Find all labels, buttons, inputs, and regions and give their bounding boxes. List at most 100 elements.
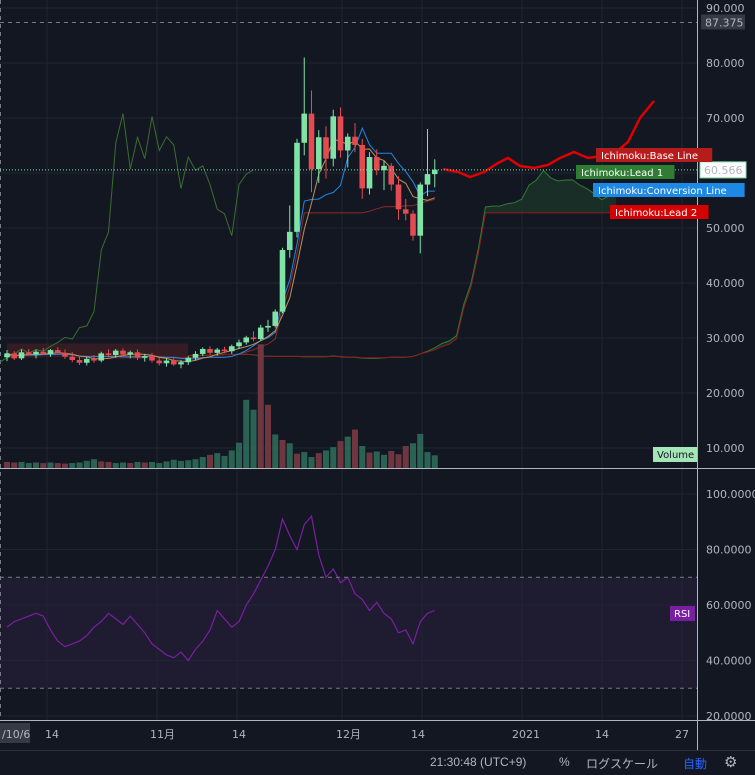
candle-body: [286, 231, 293, 250]
candle-body: [199, 349, 206, 354]
chart-canvas[interactable]: 90.00080.00070.00060.00050.00040.00030.0…: [0, 0, 755, 750]
candle-body: [112, 350, 119, 356]
candle-body: [301, 113, 308, 143]
rsi-tick-label: 60.0000: [706, 599, 752, 612]
legend-label: Ichimoku:Lead 1: [581, 168, 663, 179]
candle-body: [11, 353, 18, 359]
volume-bar: [330, 447, 337, 468]
candle-body: [62, 352, 68, 357]
price-tick-label: 20.000: [706, 387, 745, 400]
rsi-tick-label: 100.0000: [706, 488, 755, 501]
volume-bar: [315, 453, 322, 468]
volume-bar: [62, 463, 68, 468]
rsi-tick-label: 40.0000: [706, 655, 752, 668]
candle-body: [352, 136, 358, 145]
time-tick-label: 14: [45, 728, 59, 741]
volume-bar: [228, 450, 235, 468]
volume-bar: [76, 462, 83, 468]
volume-bar: [431, 455, 438, 468]
legend-tag-3: [610, 205, 709, 219]
volume-bar: [265, 404, 271, 468]
volume-bar: [352, 429, 358, 468]
volume-bar: [185, 460, 192, 468]
candle-body: [323, 137, 329, 159]
volume-bar: [91, 459, 97, 468]
time-tick-label: 14: [411, 728, 425, 741]
candle-body: [163, 360, 170, 364]
ichimoku-lagging-line: [0, 113, 254, 363]
candle-body: [214, 349, 221, 353]
volume-bar: [257, 344, 264, 468]
rsi-band-fill: [0, 577, 697, 689]
volume-bar: [54, 463, 61, 468]
candle-body: [388, 165, 395, 185]
legend-label: Ichimoku:Lead 2: [615, 208, 697, 219]
candle-body: [141, 356, 148, 358]
gear-icon[interactable]: ⚙: [724, 754, 738, 771]
candle-body: [344, 136, 351, 151]
volume-label: Volume: [657, 450, 694, 461]
ichimoku-cloud: [188, 170, 617, 359]
volume-bar: [221, 455, 228, 468]
volume-bar: [163, 461, 170, 468]
volume-bar: [192, 459, 199, 468]
volume-bar: [344, 436, 351, 468]
candle-body: [366, 157, 373, 189]
volume-bar: [4, 461, 10, 468]
volume-bar: [395, 454, 402, 468]
candle-body: [98, 353, 105, 361]
candle-body: [381, 165, 387, 171]
candle-body: [272, 311, 279, 326]
volume-bar: [156, 463, 163, 468]
candle-body: [330, 116, 337, 159]
volume-bar: [199, 457, 206, 468]
time-tick-label: 14: [232, 728, 246, 741]
volume-bar: [286, 443, 293, 468]
time-readout: 21:30:48 (UTC+9): [430, 755, 527, 769]
volume-bar: [373, 451, 380, 468]
legend-tag-1: [576, 165, 675, 179]
volume-bar: [127, 463, 134, 468]
volume-bar: [308, 457, 315, 468]
volume-bar: [410, 443, 416, 468]
volume-bar: [170, 459, 177, 468]
candle-body: [359, 144, 366, 189]
volume-bar: [417, 433, 424, 468]
candle-body: [91, 358, 97, 361]
volume-bar: [294, 453, 300, 468]
candle-body: [228, 346, 235, 352]
candle-body: [40, 351, 47, 354]
candle-body: [178, 362, 184, 365]
candle-body: [127, 352, 134, 355]
volume-bar: [33, 462, 39, 468]
volume-bar: [120, 462, 126, 468]
volume-bar: [337, 441, 344, 468]
candle-body: [156, 360, 163, 364]
candle-body: [410, 213, 416, 236]
candle-body: [243, 337, 250, 343]
candle-body: [236, 342, 242, 347]
volume-bar: [47, 462, 54, 468]
candle-body: [33, 351, 39, 355]
legend-label: Ichimoku:Conversion Line: [598, 186, 727, 197]
auto-scale-toggle[interactable]: 自動: [683, 757, 708, 771]
price-tick-label: 50.000: [706, 222, 745, 235]
candle-body: [424, 174, 431, 185]
volume-bar: [141, 462, 148, 468]
percent-toggle[interactable]: %: [559, 755, 570, 769]
candle-body: [4, 353, 10, 358]
legend-label: Ichimoku:Base Line: [601, 151, 698, 162]
candle-body: [69, 356, 76, 360]
volume-bar: [112, 463, 119, 468]
volume-bar: [323, 450, 329, 468]
volume-bar: [359, 446, 366, 468]
candle-body: [337, 116, 344, 151]
volume-bars: [4, 344, 438, 468]
price-tick-label: 80.000: [706, 57, 745, 70]
log-scale-toggle[interactable]: ログスケール: [586, 757, 659, 771]
candle-body: [402, 209, 409, 214]
volume-bar: [366, 452, 373, 468]
volume-bar: [424, 452, 431, 468]
time-tick-label: 27: [675, 728, 689, 741]
